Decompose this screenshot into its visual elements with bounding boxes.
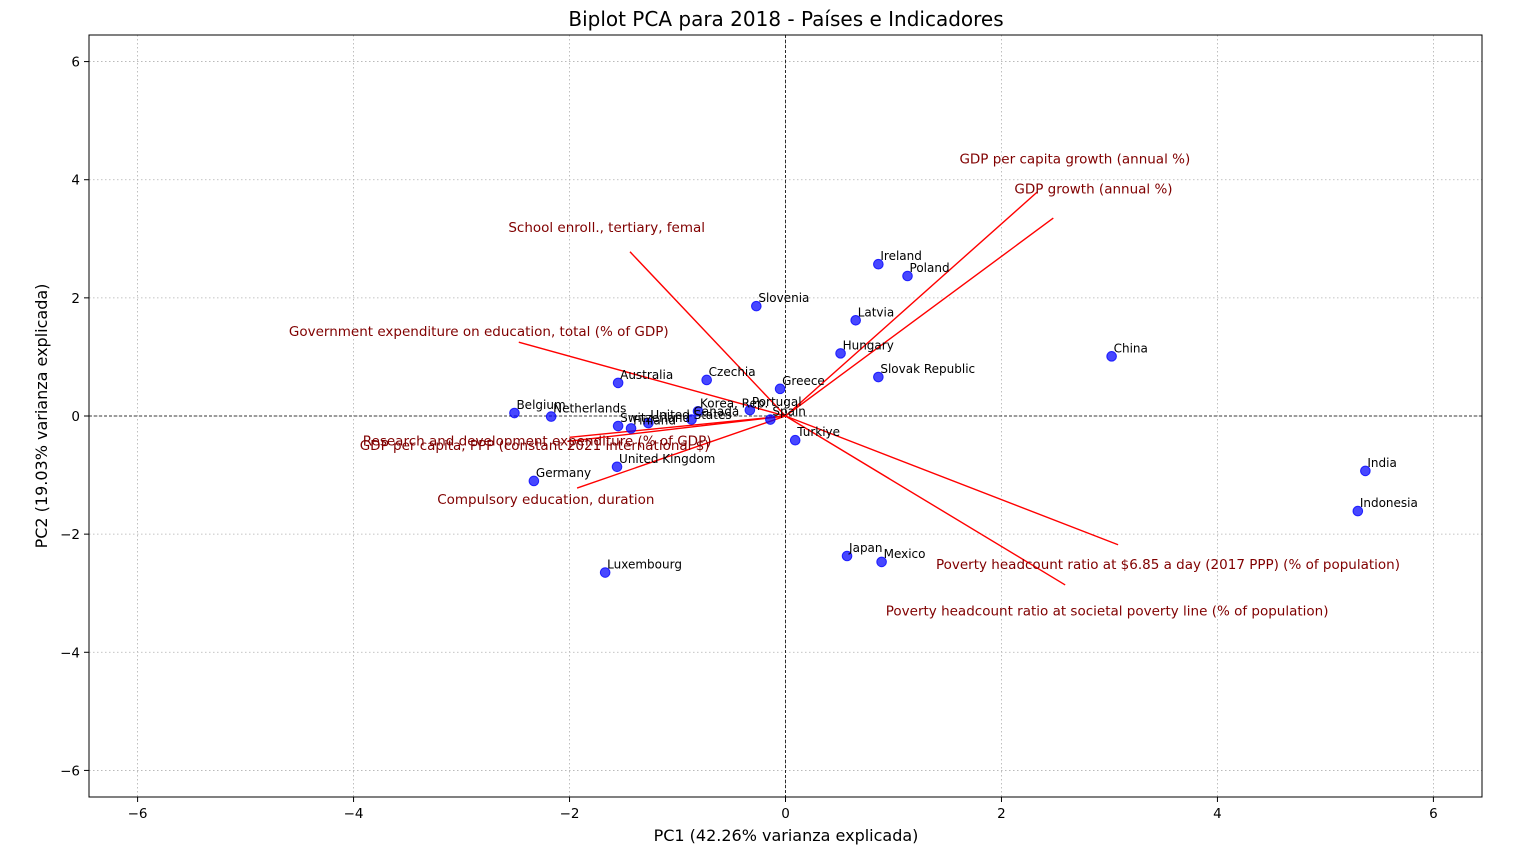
country-point — [643, 417, 654, 429]
country-label: United Kingdom — [619, 452, 715, 466]
country-point — [599, 567, 611, 578]
country-label: Mexico — [884, 547, 926, 561]
y-tick-label: 4 — [71, 173, 80, 189]
loading-label: School enroll., tertiary, femal — [508, 220, 705, 236]
country-point — [545, 411, 557, 422]
y-axis-label: PC2 (19.03% varianza explicada) — [32, 284, 51, 549]
loading-labels: GDP per capita growth (annual %) GDP grow… — [289, 152, 1400, 620]
country-label: Latvia — [858, 305, 895, 319]
loading-vector — [576, 415, 786, 489]
country-point — [902, 270, 913, 282]
country-label: Turkiye — [796, 425, 840, 439]
country-point — [841, 550, 853, 562]
country-point — [1106, 351, 1117, 362]
country-point — [873, 371, 884, 383]
country-point — [686, 414, 697, 425]
y-tick-label: 6 — [71, 55, 80, 71]
country-label: Switzerland — [620, 411, 690, 425]
country-point — [744, 404, 756, 416]
x-tick-label: 2 — [997, 806, 1006, 822]
country-point — [611, 461, 623, 473]
country-point — [789, 434, 801, 446]
loading-label: Compulsory education, duration — [437, 492, 654, 508]
country-label: India — [1367, 456, 1396, 470]
country-point — [765, 414, 776, 425]
loading-label: Government expenditure on education, tot… — [289, 324, 669, 340]
country-point — [1360, 465, 1371, 477]
country-label: Hungary — [843, 338, 894, 352]
x-tick-label: 0 — [781, 806, 790, 822]
x-tick-label: 4 — [1213, 806, 1222, 822]
country-label: Canada — [694, 405, 740, 419]
country-point — [850, 315, 861, 326]
country-label: Indonesia — [1360, 496, 1418, 510]
loading-label: Poverty headcount ratio at societal pove… — [886, 603, 1329, 619]
country-point — [612, 420, 624, 432]
x-tick-label: 6 — [1429, 806, 1438, 822]
loading-vector — [785, 217, 1054, 417]
loading-vector — [785, 191, 1038, 417]
x-tick-label: −2 — [560, 806, 580, 822]
country-label: Slovak Republic — [880, 362, 975, 376]
country-label: Portugal — [752, 395, 802, 409]
country-label: Luxembourg — [607, 558, 682, 572]
country-point — [751, 300, 762, 312]
loading-vector — [785, 415, 1119, 546]
loading-vector — [629, 251, 787, 417]
x-tick-label: −6 — [128, 806, 148, 822]
x-axis-label: PC1 (42.26% varianza explicada) — [654, 826, 919, 845]
axis-ticks: −6 −4 −2 0 2 4 6 −6 −4 −2 0 2 4 6 — [60, 55, 1438, 822]
x-tick-label: −4 — [344, 806, 364, 822]
chart-title: Biplot PCA para 2018 - Países e Indicado… — [568, 7, 1003, 31]
country-label: United States — [650, 408, 731, 422]
country-point — [1352, 505, 1364, 517]
country-point — [612, 377, 624, 389]
country-label: Greece — [782, 374, 825, 388]
country-point — [701, 374, 712, 386]
country-label: Germany — [536, 466, 591, 480]
loading-label: Poverty headcount ratio at $6.85 a day (… — [936, 557, 1400, 573]
country-label: Ireland — [880, 249, 922, 263]
country-label: Netherlands — [553, 402, 626, 416]
country-point — [876, 556, 887, 568]
country-label: Poland — [910, 261, 950, 275]
loading-vector — [518, 341, 786, 417]
country-point — [528, 475, 540, 487]
loading-vector — [785, 415, 1066, 586]
loading-label: GDP per capita growth (annual %) — [959, 152, 1190, 168]
country-label: Czechia — [709, 365, 756, 379]
country-label: Japan — [848, 541, 882, 555]
loading-label: Research and development expenditure (% … — [363, 433, 712, 449]
country-point — [692, 405, 704, 417]
country-point — [873, 258, 884, 270]
country-label: Australia — [620, 368, 673, 382]
loading-vectors — [518, 191, 1119, 586]
y-tick-label: −2 — [60, 527, 80, 543]
country-point — [774, 383, 786, 395]
y-tick-label: 2 — [71, 291, 80, 307]
loading-label: GDP growth (annual %) — [1014, 181, 1172, 197]
country-label: Korea, Rep. — [700, 396, 768, 410]
y-tick-label: −4 — [60, 645, 80, 661]
country-point — [625, 423, 637, 434]
country-label: Slovenia — [758, 291, 809, 305]
country-label: China — [1114, 341, 1148, 355]
country-points — [509, 258, 1371, 578]
country-point — [509, 407, 520, 419]
country-label: Belgium — [516, 398, 565, 412]
y-tick-label: −6 — [60, 763, 80, 779]
country-label: Spain — [772, 405, 806, 419]
loading-vector — [567, 415, 786, 443]
country-point — [835, 348, 846, 359]
loading-label: GDP per capita, PPP (constant 2021 inter… — [360, 438, 710, 454]
country-label: Finland — [633, 413, 676, 427]
y-tick-label: 0 — [71, 409, 80, 425]
